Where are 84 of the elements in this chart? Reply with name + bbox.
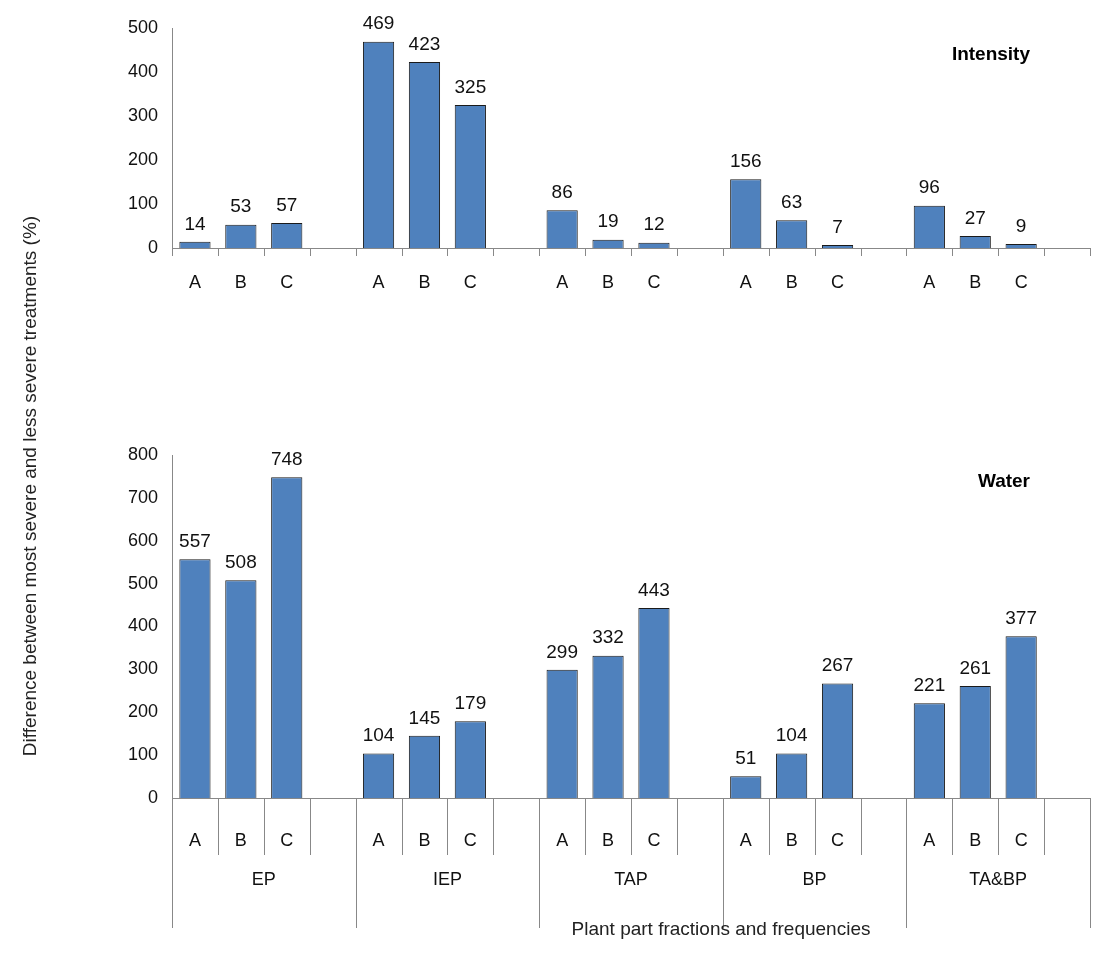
text: EP bbox=[251, 868, 276, 889]
x-tick-label: A bbox=[556, 271, 569, 292]
x-tick-label: A bbox=[188, 829, 201, 850]
x-tick-label: B bbox=[602, 271, 615, 292]
x-tick-label: A bbox=[923, 829, 936, 850]
data-label: 423 bbox=[408, 32, 441, 54]
data-label: 299 bbox=[546, 640, 578, 662]
data-label: 325 bbox=[454, 75, 487, 97]
x-tick-label: B bbox=[785, 271, 798, 292]
x-tick-label: B bbox=[785, 829, 798, 850]
x-tick-label: A bbox=[556, 829, 569, 850]
x-axis-title: Plant part fractions and frequencies bbox=[571, 918, 871, 940]
text: Intensity bbox=[951, 43, 1031, 65]
x-tick-label: B bbox=[234, 271, 247, 292]
y-tick-label: 200 bbox=[127, 148, 158, 169]
data-label: 53 bbox=[230, 195, 252, 217]
x-tick-label: C bbox=[463, 271, 477, 292]
data-label: 104 bbox=[362, 724, 395, 746]
text: TA&BP bbox=[969, 868, 1028, 889]
x-tick-label: C bbox=[280, 271, 294, 292]
data-label: 14 bbox=[184, 212, 206, 234]
data-label: 145 bbox=[408, 706, 441, 728]
y-tick-label: 800 bbox=[127, 443, 158, 464]
text: BP bbox=[802, 868, 827, 889]
data-label: 156 bbox=[729, 150, 762, 172]
data-label: 332 bbox=[592, 626, 624, 648]
x-tick-label: C bbox=[831, 271, 845, 292]
data-label: 104 bbox=[775, 724, 808, 746]
x-tick-label: B bbox=[234, 829, 247, 850]
x-tick-label: C bbox=[647, 829, 661, 850]
y-tick-label: 300 bbox=[127, 104, 158, 125]
data-label: 57 bbox=[276, 193, 298, 215]
y-tick-label: 700 bbox=[127, 486, 158, 507]
y-tick-label: 200 bbox=[127, 701, 158, 722]
text: IEP bbox=[432, 868, 462, 889]
x-tick-label: C bbox=[463, 829, 477, 850]
x-tick-label: B bbox=[602, 829, 615, 850]
x-tick-label: C bbox=[280, 829, 294, 850]
data-label: 267 bbox=[821, 654, 854, 676]
y-tick-label: 0 bbox=[147, 786, 158, 807]
data-label: 12 bbox=[643, 213, 665, 235]
data-label: 7 bbox=[832, 215, 843, 237]
y-tick-label: 100 bbox=[127, 192, 158, 213]
y-axis-title: Difference between most severe and less severe treatments (%) bbox=[19, 215, 41, 757]
x-tick-label: C bbox=[831, 829, 845, 850]
x-tick-label: C bbox=[1014, 271, 1028, 292]
data-label: 221 bbox=[913, 673, 946, 695]
x-tick-label: A bbox=[739, 271, 752, 292]
x-tick-label: A bbox=[739, 829, 752, 850]
data-label: 261 bbox=[959, 656, 992, 678]
data-label: 179 bbox=[454, 691, 487, 713]
x-tick-label: C bbox=[1014, 829, 1028, 850]
x-tick-label: B bbox=[969, 829, 982, 850]
x-tick-label: B bbox=[418, 271, 431, 292]
data-label: 443 bbox=[638, 578, 670, 600]
x-tick-label: B bbox=[969, 271, 982, 292]
data-label: 19 bbox=[597, 210, 619, 232]
data-label: 27 bbox=[964, 206, 986, 228]
x-tick-label: B bbox=[418, 829, 431, 850]
y-tick-label: 500 bbox=[127, 572, 158, 593]
y-tick-label: 100 bbox=[127, 744, 158, 765]
x-tick-label: A bbox=[372, 271, 385, 292]
data-label: 508 bbox=[225, 550, 257, 572]
data-label: 9 bbox=[1015, 214, 1027, 236]
x-tick-label: A bbox=[372, 829, 385, 850]
data-label: 748 bbox=[270, 448, 303, 470]
data-label: 63 bbox=[781, 191, 803, 213]
y-tick-label: 400 bbox=[127, 615, 158, 636]
y-tick-label: 0 bbox=[147, 236, 158, 257]
y-tick-label: 400 bbox=[127, 60, 158, 81]
text: TAP bbox=[614, 868, 648, 889]
data-label: 377 bbox=[1005, 607, 1037, 629]
x-tick-label: C bbox=[647, 271, 661, 292]
x-tick-label: A bbox=[923, 271, 936, 292]
x-tick-label: A bbox=[188, 271, 201, 292]
y-tick-label: 600 bbox=[127, 529, 158, 550]
data-label: 86 bbox=[551, 180, 573, 202]
data-label: 469 bbox=[362, 12, 395, 34]
data-label: 51 bbox=[735, 746, 757, 768]
y-tick-label: 500 bbox=[127, 16, 158, 37]
data-label: 557 bbox=[179, 529, 211, 551]
text: Water bbox=[977, 470, 1031, 492]
y-tick-label: 300 bbox=[127, 658, 158, 679]
data-label: 96 bbox=[918, 176, 940, 198]
